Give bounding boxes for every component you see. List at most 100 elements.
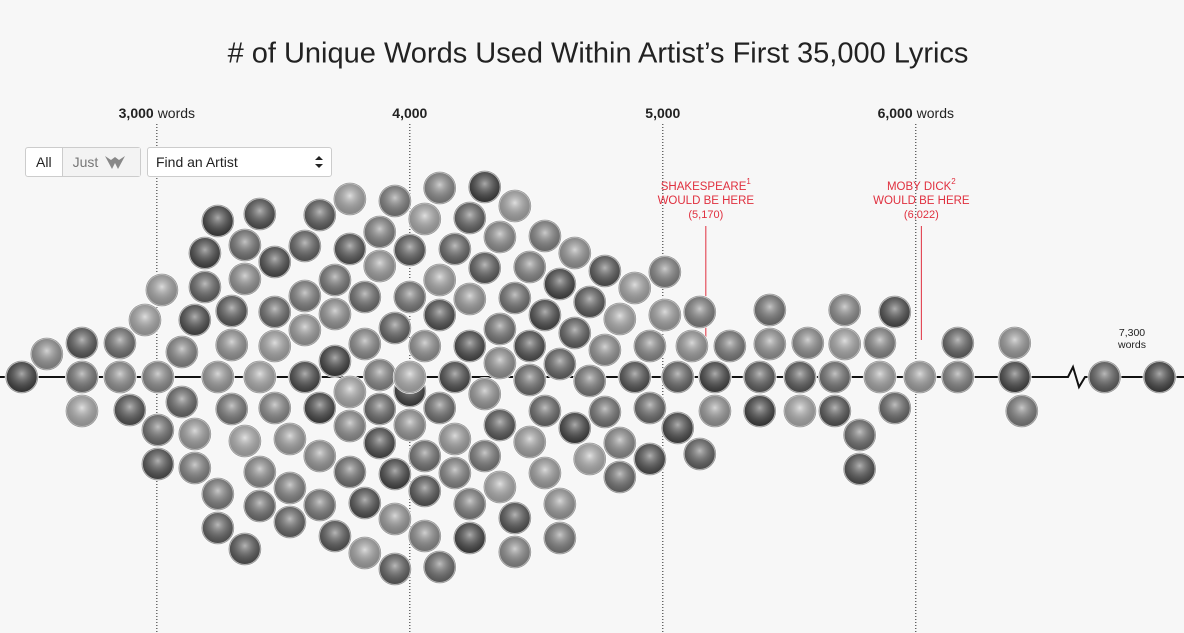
artist-dot-shading	[113, 393, 147, 427]
artist-dot-shading	[393, 360, 427, 394]
artist-dot-shading	[483, 408, 517, 442]
select-arrows	[315, 156, 323, 168]
artist-dot-shading	[998, 360, 1032, 394]
artist-select[interactable]: Find an Artist	[147, 147, 332, 177]
artist-dot-shading	[178, 451, 212, 485]
annotation-title: MOBY DICK2	[887, 177, 956, 193]
artist-dot-shading	[618, 271, 652, 305]
artist-dot-shading	[661, 411, 695, 445]
artist-dot-shading	[243, 489, 277, 523]
artist-dot-shading	[201, 204, 235, 238]
artist-dot-shading	[318, 519, 352, 553]
artist-dot-shading	[743, 394, 777, 428]
artist-dot-shading	[318, 297, 352, 331]
artist-dot-shading	[468, 439, 502, 473]
artist-dot-shading	[201, 477, 235, 511]
artist-dot-shading	[498, 535, 532, 569]
artist-dot-shading	[528, 394, 562, 428]
just-button[interactable]: Just	[62, 148, 140, 176]
artist-dot-shading	[103, 360, 137, 394]
artist-dot-shading	[363, 392, 397, 426]
swarm	[4, 170, 1177, 586]
artist-dot-shading	[1088, 360, 1121, 394]
artist-dot-shading	[828, 327, 862, 361]
artist-dot-shading	[558, 236, 592, 270]
artist-dot-shading	[188, 270, 222, 304]
artist-dot-shading	[791, 326, 825, 360]
artist-dot-shading	[573, 364, 607, 398]
artist-dot-shading	[348, 486, 382, 520]
tick-value: 3,000	[119, 105, 154, 121]
artist-dot-shading	[258, 295, 292, 329]
artist-dot-shading	[573, 442, 607, 476]
artist-dot-shading	[378, 552, 412, 586]
artist-dot-shading	[588, 395, 622, 429]
artist-dot-shading	[333, 455, 367, 489]
artist-dot-shading	[215, 294, 249, 328]
artist-dot-shading	[178, 417, 212, 451]
artist-dot-shading	[363, 215, 397, 249]
artist-dot-shading	[743, 360, 777, 394]
artist-dot-shading	[333, 375, 367, 409]
artist-dot-shading	[288, 229, 322, 263]
artist-dot-shading	[393, 408, 427, 442]
annotation-footnote: 2	[951, 177, 956, 186]
artist-dot-shading	[573, 285, 607, 319]
artist-dot-shading	[5, 360, 39, 394]
wu-icon	[105, 156, 126, 169]
artist-dot-shading	[423, 298, 457, 332]
artist-dot-shading	[141, 413, 175, 447]
artist-dot-shading	[333, 232, 367, 266]
all-button[interactable]: All	[26, 148, 63, 176]
artist-dot-shading	[683, 295, 717, 329]
artist-dot-shading	[863, 326, 897, 360]
artist-dot-shading	[201, 511, 235, 545]
artist-dot-shading	[661, 360, 695, 394]
artist-dot-shading	[363, 358, 397, 392]
artist-dot-shading	[288, 360, 322, 394]
annotations: SHAKESPEARE1 WOULD BE HERE (5,170) MOBY DIC…	[658, 177, 1146, 351]
tick-unit: words	[916, 105, 954, 121]
artist-dot-shading	[408, 519, 442, 553]
artist-dot-shading	[633, 329, 667, 363]
artist-dot-shading	[215, 392, 249, 426]
artist-dot-shading	[303, 198, 337, 232]
artist-dot-shading	[543, 267, 577, 301]
x-tick-label: 5,000	[645, 105, 680, 121]
artist-dot-shading	[103, 326, 137, 360]
artist-dot-shading	[201, 360, 235, 394]
tick-unit: words	[157, 105, 195, 121]
artist-dot-shading	[348, 536, 382, 570]
artist-dot-shading	[513, 250, 547, 284]
artist-dot-shading	[588, 333, 622, 367]
annotation-value: (5,170)	[688, 209, 723, 221]
artist-dot-shading	[288, 313, 322, 347]
artist-dot-shading	[633, 442, 667, 476]
artist-dot-shading	[258, 391, 292, 425]
break-label: 7,300	[1119, 327, 1145, 339]
artist-dot-shading	[753, 293, 787, 327]
artist-dot-shading	[528, 456, 562, 490]
artist-dot-shading	[498, 281, 532, 315]
artist-dot-shading	[498, 189, 532, 223]
artist-dot-shading	[698, 360, 732, 394]
artist-dot-shading	[228, 228, 262, 262]
artist-dot-shading	[878, 391, 912, 425]
artist-dot-shading	[228, 262, 262, 296]
artist-dot-shading	[348, 327, 382, 361]
artist-dot-shading	[998, 326, 1032, 360]
artist-dot-shading	[423, 391, 457, 425]
artist-dot-shading	[483, 220, 517, 254]
artist-dot-shading	[513, 363, 547, 397]
tick-value: 6,000	[878, 105, 913, 121]
artist-dot-shading	[393, 280, 427, 314]
artist-dot-shading	[453, 329, 487, 363]
artist-dot-shading	[468, 377, 502, 411]
artist-dot-shading	[863, 360, 897, 394]
artist-dot-shading	[453, 521, 487, 555]
annotation-name: SHAKESPEARE	[661, 181, 747, 193]
artist-dot-shading	[453, 201, 487, 235]
artist-dot-shading	[363, 249, 397, 283]
